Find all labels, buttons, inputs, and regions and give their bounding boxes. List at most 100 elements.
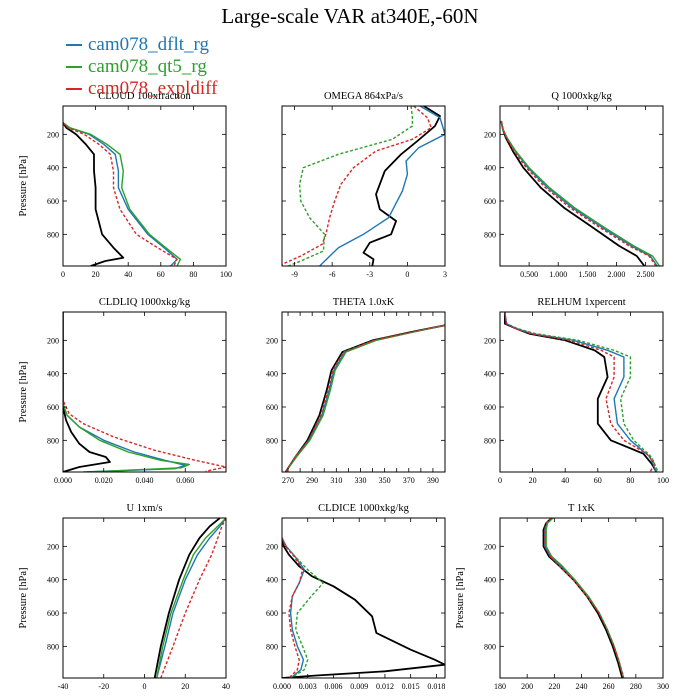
x-tick-label: 2.500 bbox=[637, 270, 655, 279]
x-tick-label: 60 bbox=[157, 270, 165, 279]
x-tick-label: 0.060 bbox=[176, 476, 194, 485]
series-line bbox=[319, 106, 445, 266]
y-tick-label: 200 bbox=[484, 130, 496, 139]
y-tick-label: 600 bbox=[484, 197, 496, 206]
plot-frame bbox=[62, 517, 227, 679]
series-line bbox=[545, 518, 625, 678]
y-tick-label: 800 bbox=[47, 642, 59, 651]
x-tick-label: 0.000 bbox=[54, 476, 72, 485]
series-line bbox=[504, 312, 656, 472]
y-tick-label: 600 bbox=[266, 609, 278, 618]
x-tick-label: 200 bbox=[521, 682, 533, 691]
y-tick-label: 400 bbox=[484, 164, 496, 173]
x-tick-label: 350 bbox=[379, 476, 391, 485]
series-line bbox=[160, 518, 226, 678]
series-line bbox=[156, 518, 226, 678]
x-tick-label: 240 bbox=[576, 682, 588, 691]
y-tick-label: 400 bbox=[47, 370, 59, 379]
series-group bbox=[282, 106, 445, 266]
x-tick-label: 330 bbox=[354, 476, 366, 485]
x-tick-label: 260 bbox=[603, 682, 615, 691]
x-tick-label: 180 bbox=[494, 682, 506, 691]
x-tick-label: 0 bbox=[498, 476, 502, 485]
x-tick-label: -6 bbox=[329, 270, 336, 279]
y-tick-label: 200 bbox=[47, 336, 59, 345]
series-line bbox=[500, 120, 646, 266]
x-tick-label: 40 bbox=[561, 476, 569, 485]
subplot-9: T 1xK Pressure [hPa] 180 200 220 240 260 280 300… bbox=[455, 503, 669, 691]
y-tick-label: 400 bbox=[266, 370, 278, 379]
x-tick-label: 60 bbox=[594, 476, 602, 485]
legend-item-dflt: cam078_dflt_rg bbox=[66, 34, 217, 56]
subplot-4: CLDLIQ 1000xkg/kg Pressure [hPa] 0.000 0.02… bbox=[18, 297, 227, 485]
y-tick-label: 400 bbox=[484, 576, 496, 585]
x-tick-label: 300 bbox=[657, 682, 669, 691]
x-tick-label: 0.012 bbox=[376, 682, 394, 691]
subplot-6: RELHUM 1xpercent 0 20 40 60 80 100 200 400 600 800 bbox=[484, 297, 669, 485]
subplot-title: U 1xm/s bbox=[127, 503, 163, 514]
x-tick-label: 0.003 bbox=[299, 682, 317, 691]
series-group bbox=[282, 537, 445, 678]
x-tick-label: 370 bbox=[403, 476, 415, 485]
series-line bbox=[282, 106, 432, 265]
series-line bbox=[500, 120, 657, 266]
x-tick-label: -3 bbox=[366, 270, 373, 279]
subplot-5: THETA 1.0xK 270 290 310 330 350 370 390 200 400 60… bbox=[266, 297, 446, 485]
x-tick-label: 100 bbox=[220, 270, 232, 279]
series-group bbox=[504, 312, 659, 472]
y-tick-label: 800 bbox=[484, 436, 496, 445]
legend-swatch-dflt bbox=[66, 44, 82, 46]
x-tick-label: 0 bbox=[61, 270, 65, 279]
plot-frame bbox=[281, 105, 446, 267]
series-group bbox=[153, 518, 226, 678]
x-tick-label: -20 bbox=[98, 682, 109, 691]
x-tick-label: 280 bbox=[630, 682, 642, 691]
y-tick-label: 800 bbox=[47, 230, 59, 239]
subplot-7: U 1xm/s Pressure [hPa] -40 -20 0 20 40 200 400 60… bbox=[18, 503, 230, 691]
x-tick-label: 3 bbox=[443, 270, 447, 279]
y-tick-label: 600 bbox=[484, 609, 496, 618]
subplot-title: THETA 1.0xK bbox=[333, 297, 395, 308]
series-line bbox=[63, 122, 178, 266]
series-group bbox=[63, 122, 182, 266]
y-tick-label: 200 bbox=[47, 542, 59, 551]
x-tick-label: 270 bbox=[282, 476, 294, 485]
subplot-title: OMEGA 864xPa/s bbox=[324, 91, 403, 102]
subplot-1: CLOUD 100xfraction Pressure [hPa] 0 20 40 60 8… bbox=[18, 91, 232, 279]
x-tick-label: 290 bbox=[306, 476, 318, 485]
series-line bbox=[362, 106, 441, 266]
y-tick-label: 800 bbox=[266, 642, 278, 651]
legend-swatch-qt5 bbox=[66, 66, 82, 68]
plot-frame bbox=[62, 311, 227, 473]
subplot-title: CLDLIQ 1000xkg/kg bbox=[99, 297, 191, 308]
plot-frame bbox=[499, 517, 664, 679]
y-tick-label: 800 bbox=[266, 436, 278, 445]
series-line bbox=[504, 312, 658, 472]
y-axis-label: Pressure [hPa] bbox=[18, 568, 29, 629]
y-tick-label: 200 bbox=[484, 336, 496, 345]
subplot-title: Q 1000xkg/kg bbox=[551, 91, 612, 102]
series-line bbox=[285, 324, 445, 472]
x-tick-label: 310 bbox=[330, 476, 342, 485]
subplot-title: T 1xK bbox=[568, 503, 595, 514]
series-line bbox=[282, 537, 304, 678]
series-line bbox=[63, 312, 186, 472]
x-tick-label: -9 bbox=[291, 270, 298, 279]
y-tick-label: 200 bbox=[47, 130, 59, 139]
figure-title: Large-scale VAR at340E,-60N bbox=[221, 4, 479, 28]
y-tick-label: 400 bbox=[47, 164, 59, 173]
y-axis-label: Pressure [hPa] bbox=[18, 362, 29, 423]
series-line bbox=[288, 106, 414, 266]
series-line bbox=[63, 122, 178, 266]
y-tick-label: 800 bbox=[47, 436, 59, 445]
y-tick-label: 200 bbox=[484, 542, 496, 551]
y-tick-label: 600 bbox=[47, 403, 59, 412]
subplot-8: CLDICE 1000xkg/kg 0.000 0.003 0.006 0.009 0.0… bbox=[266, 503, 446, 691]
legend-item-expl: cam078_expldiff bbox=[66, 78, 217, 100]
x-tick-label: 0 bbox=[405, 270, 409, 279]
legend-item-qt5: cam078_qt5_rg bbox=[66, 56, 217, 78]
plot-frame bbox=[499, 105, 664, 267]
x-tick-label: 20 bbox=[181, 682, 189, 691]
